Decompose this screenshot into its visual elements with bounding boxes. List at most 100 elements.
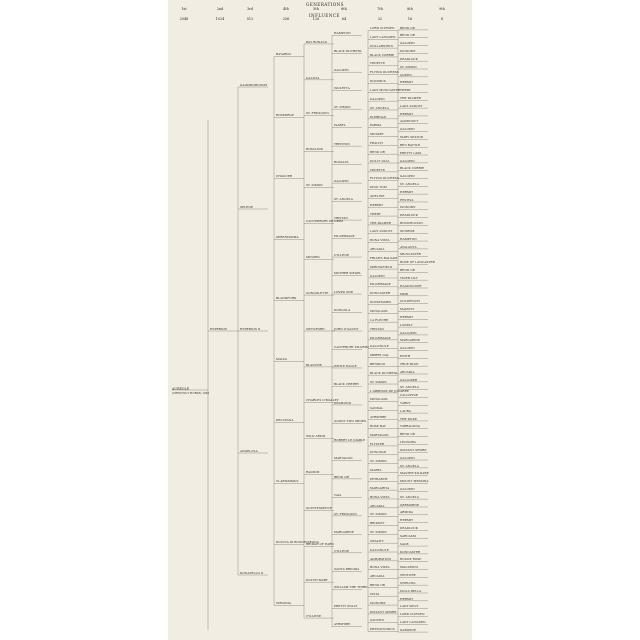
pedigree-name: GALOPIN: [400, 41, 415, 46]
pedigree-name: SANCHO: [370, 618, 384, 623]
pedigree-name: THE PALMER: [400, 95, 421, 100]
pedigree-name: HERMIT: [400, 518, 414, 523]
pedigree-name: BLANDFORD: [276, 296, 297, 301]
pedigree-name: BONA VISTA: [370, 565, 390, 570]
pedigree-name: TRISTAN: [370, 326, 384, 331]
pedigree-name: DISTANT SHORE: [400, 447, 427, 452]
pedigree-name: GALOPIN: [334, 178, 349, 183]
pedigree-name: WILLIAM THE THIRD: [334, 585, 368, 590]
pedigree-name: ST. SIMON: [370, 459, 387, 464]
pedigree-name: THE PALMER: [370, 220, 391, 225]
pedigree-name: MINORU: [306, 254, 320, 259]
influence-count: 128: [312, 17, 320, 21]
pedigree-name: ROSALYS: [334, 160, 349, 165]
pedigree-name: BEND OR: [400, 432, 415, 437]
pedigree-name: TRISTAN: [334, 215, 348, 220]
pedigree-name: GALOPIN: [370, 273, 385, 278]
pedigree-name: MALVA: [276, 357, 287, 362]
pedigree-name: TARDY: [400, 400, 411, 405]
pedigree-name: MARGARINE: [334, 530, 355, 535]
pedigree-name: LONELY: [400, 322, 413, 327]
pedigree-name: GOODY TWO SHOES: [334, 419, 367, 424]
pedigree-name: ST. ANGELA: [400, 182, 419, 187]
pedigree-name: VISTA: [370, 591, 380, 596]
pedigree-name: ROSE BAY: [370, 423, 386, 428]
pedigree-name: SWYNFORD: [306, 326, 325, 331]
pedigree-name: BRIDGET: [370, 521, 385, 526]
pedigree-name: ARCADIA: [400, 369, 415, 374]
pedigree-name: ISONOMY: [400, 49, 416, 54]
pedigree-name: ARMIDA: [400, 510, 414, 515]
pedigree-name: DELLEANA: [276, 418, 294, 423]
pedigree-name: PHYSIOTONICS: [370, 627, 395, 632]
pedigree-name: EDITH: [400, 354, 411, 359]
pedigree-name: SARCASM: [400, 533, 416, 538]
pedigree-name: HAGIOSCOPE: [400, 283, 422, 288]
pedigree-name: ST. FRUSQUIN: [334, 511, 357, 516]
pedigree-name: AQUEDUCT: [400, 119, 419, 124]
pedigree-name: BLANCHE: [306, 362, 322, 367]
pedigree-name: MARGARINE: [400, 338, 421, 343]
generation-number: 3rd: [247, 7, 253, 11]
pedigree-name: THE DUKE: [400, 416, 417, 421]
pedigree-name: ST. SIMON: [400, 64, 417, 69]
pedigree-name: DONCASTER: [370, 291, 391, 296]
generation-number: 1st: [181, 7, 187, 11]
pedigree-name: LADY LANGDEN: [370, 34, 396, 39]
generation-number: 6th: [341, 7, 347, 11]
pedigree-name: SAGE: [400, 541, 409, 546]
pedigree-name: GALOPIN: [400, 127, 415, 132]
generation-number: 8th: [407, 7, 413, 11]
pedigree-name: HERMIT: [400, 189, 414, 194]
pedigree-name: GALLINULE: [370, 547, 389, 552]
pedigree-name: ISABEL: [334, 123, 346, 128]
pedigree-name: ISABEL: [370, 468, 382, 473]
pedigree-name: THEBY: [400, 88, 411, 93]
pedigree-name: CHAUCER: [276, 174, 293, 179]
pedigree-name: DONATELLO II: [240, 570, 264, 575]
pedigree-name: MUSKET: [370, 132, 384, 137]
pedigree-name: ISOLA BELLA: [400, 588, 422, 593]
pedigree-name: BLACK CORRIE: [370, 52, 395, 57]
pedigree-name: DEADLOCK: [400, 526, 418, 531]
pedigree-name: FRIAR'S BALSAM: [370, 255, 398, 260]
generation-number: 5th: [313, 7, 319, 11]
pedigree-name: PILGRIMAGE: [370, 282, 391, 287]
pedigree-name: GALOPIN: [400, 487, 415, 492]
pedigree-name: PETRARCH: [370, 476, 388, 481]
pedigree-name: GOLDFINCH: [400, 299, 420, 304]
pedigree-name: BEND OR: [370, 149, 385, 154]
pedigree-name: ISONOMY: [370, 600, 386, 605]
pedigree-name: PARMA: [370, 123, 382, 128]
pedigree-name: ST. ANGELA: [370, 105, 389, 110]
influence-count: 1024: [215, 17, 225, 21]
pedigree-name: BEND OR: [400, 25, 415, 30]
influence-count: 16: [407, 17, 413, 21]
pedigree-name: SUNRISE: [400, 228, 415, 233]
pedigree-name: HAMPTON: [334, 30, 351, 35]
pedigree-name: JOHN O'GAUNT: [334, 326, 359, 331]
pedigree-name: TAIA: [334, 493, 342, 498]
pedigree-name: WHITE EAGLE: [334, 363, 357, 368]
pedigree-name: GAINSBOROUGH: [240, 82, 268, 87]
pedigree-name: HERMIT: [400, 314, 414, 319]
pedigree-name: SPRINGFIELD: [370, 264, 393, 269]
pedigree-name: GALICIA: [306, 75, 320, 80]
pedigree-name: GALOPIN: [400, 158, 415, 163]
pedigree-name: DUCCIA DI BUONINSEGNA: [276, 540, 319, 545]
pedigree-name: STIRLING: [400, 580, 416, 585]
pedigree-name: LOVED ONE: [334, 289, 354, 294]
generation-number: 2nd: [216, 7, 224, 11]
pedigree-name: MASTER KILDARE: [400, 471, 429, 476]
pedigree-name: ST. SIMON: [334, 104, 351, 109]
pedigree-name: ADMIRATION: [370, 556, 392, 561]
pedigree-name: ROSALIND: [306, 147, 323, 152]
pedigree-name: DISTANT SHORE: [370, 609, 397, 614]
pedigree-name: FRAILTY: [370, 141, 384, 146]
pedigree-name: BEND OR: [334, 474, 349, 479]
pedigree-name: LORD CLIFDEN: [370, 26, 395, 31]
pedigree-name: GALOPIN: [400, 346, 415, 351]
pedigree-name: TIGER LILY: [400, 275, 418, 280]
pedigree-name: BEND OR: [370, 583, 385, 588]
pedigree-name: CANTERBURY PILGRIM: [306, 219, 344, 224]
